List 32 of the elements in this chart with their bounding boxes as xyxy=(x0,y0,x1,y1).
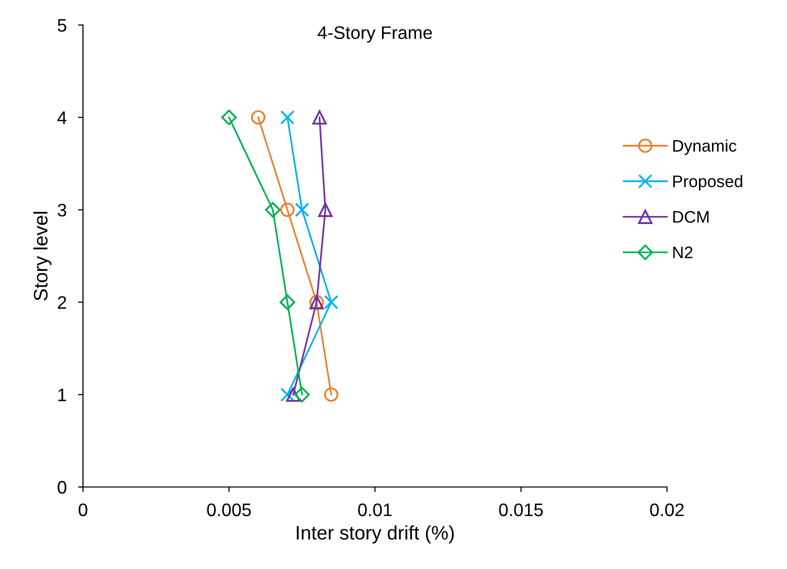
y-tick-label: 3 xyxy=(58,204,66,217)
legend-label: N2 xyxy=(673,246,692,258)
y-tick-label: 1 xyxy=(58,388,66,402)
x-tick-label: 0.01 xyxy=(358,503,392,516)
point xyxy=(280,110,295,125)
point xyxy=(251,110,266,125)
point xyxy=(286,387,300,402)
point xyxy=(280,202,295,217)
x-tick-label: 0.02 xyxy=(650,503,684,516)
point xyxy=(221,110,237,126)
point xyxy=(294,202,310,217)
point xyxy=(318,202,333,217)
y-tick-label: 4 xyxy=(57,112,66,124)
x-axis-title: Inter story drift (%) xyxy=(296,525,454,544)
y-tick-label: 5 xyxy=(58,19,66,32)
legend-label: Dynamic xyxy=(673,139,736,156)
x-tick-label: 0.005 xyxy=(207,503,251,516)
point xyxy=(294,386,310,402)
legend-label: Proposed xyxy=(673,175,742,191)
point xyxy=(312,110,327,125)
point xyxy=(324,387,338,402)
point xyxy=(280,387,295,402)
point xyxy=(280,294,296,310)
point xyxy=(324,295,338,310)
y-tick-label: 2 xyxy=(58,296,66,309)
chart-title: 4-Story Frame xyxy=(318,26,432,43)
point xyxy=(265,202,281,218)
legend-label: DCM xyxy=(673,211,709,223)
x-tick-label: 0 xyxy=(78,503,88,516)
y-axis-title: Story level xyxy=(33,212,52,300)
y-tick-label: 0 xyxy=(58,480,66,494)
x-tick-label: 0.015 xyxy=(499,503,543,516)
